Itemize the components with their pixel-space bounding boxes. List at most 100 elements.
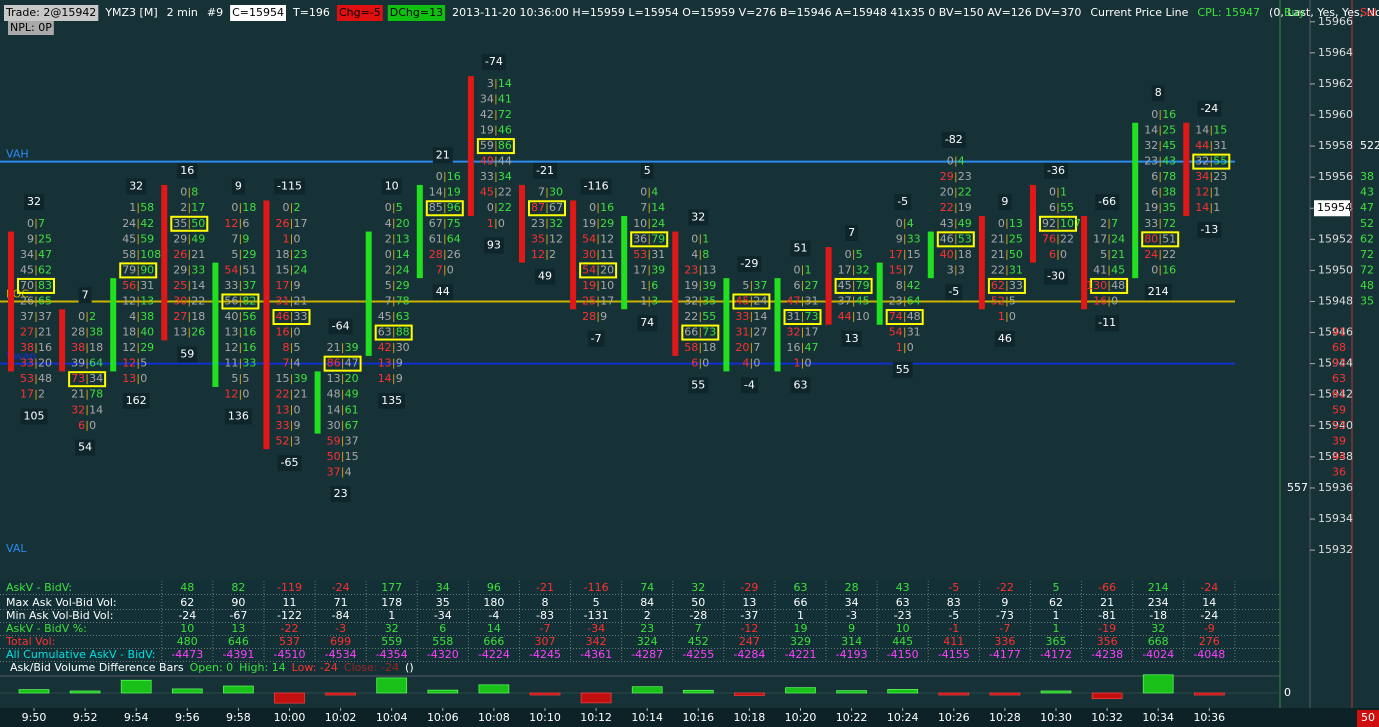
- bid-volume: 19: [582, 217, 596, 230]
- candle: [8, 231, 14, 372]
- ask-volume: 72: [1162, 217, 1176, 230]
- delta-label-bg: [78, 287, 92, 304]
- bid-volume: 32: [1144, 139, 1158, 152]
- bid-volume: 16: [276, 326, 290, 339]
- ask-volume: 53: [958, 232, 972, 245]
- delta-label-bg: [941, 131, 966, 148]
- ask-volume: 31: [1009, 263, 1023, 276]
- table-value: 2: [644, 609, 651, 622]
- max-volume-box: [1090, 277, 1129, 294]
- table-value: -23: [894, 609, 912, 622]
- delta-label: 93: [487, 239, 501, 252]
- ask-volume: 8: [702, 248, 709, 261]
- delta-label-bg: [1044, 268, 1068, 285]
- bid-volume: 33: [735, 310, 749, 323]
- bid-volume: 45: [735, 294, 749, 307]
- candle: [723, 278, 730, 372]
- bid-volume: 0: [283, 201, 290, 214]
- y-tick-label: 15938: [1318, 450, 1353, 463]
- bid-volume: 5: [385, 279, 392, 292]
- side-volume: 68: [1332, 341, 1346, 354]
- ask-volume: 73: [702, 326, 716, 339]
- delta-label-bg: [892, 361, 913, 378]
- table-value: 342: [586, 635, 607, 648]
- ask-volume: 41: [498, 92, 512, 105]
- bid-volume: 49: [480, 155, 494, 168]
- table-value: 34: [845, 596, 859, 609]
- header-text: 2013-11-20 10:36:00 H=15959 L=15954 O=15…: [452, 6, 1081, 19]
- bid-volume: 28: [582, 310, 596, 323]
- ask-volume: 23: [294, 248, 308, 261]
- bid-volume: 0: [27, 217, 34, 230]
- table-value: 63: [794, 581, 808, 594]
- bid-volume: 5: [742, 279, 749, 292]
- ask-volume: 21: [38, 326, 52, 339]
- bid-volume: 30: [173, 294, 187, 307]
- ask-volume: 39: [702, 279, 716, 292]
- delta-label-bg: [177, 162, 198, 179]
- diff-bar: [274, 692, 305, 704]
- table-value: 178: [381, 596, 402, 609]
- bid-volume: 7: [283, 357, 290, 370]
- bid-volume: 23: [889, 294, 903, 307]
- candle: [416, 184, 423, 279]
- table-value: -4534: [325, 648, 357, 661]
- bid-volume: 37: [327, 465, 341, 478]
- bid-volume: 25: [173, 279, 187, 292]
- table-value: -3: [335, 622, 346, 635]
- indicator-stat: Close: -24: [344, 661, 399, 674]
- diff-bar: [171, 688, 203, 694]
- candle: [519, 184, 525, 263]
- table-value: 96: [487, 581, 501, 594]
- side-volume: 36: [1332, 465, 1346, 478]
- ask-volume: 0: [140, 372, 147, 385]
- delta-label: -7: [591, 332, 602, 345]
- candle: [570, 200, 577, 310]
- ask-volume: 21: [294, 294, 308, 307]
- ask-volume: 73: [805, 310, 819, 323]
- bid-volume: 22: [940, 201, 954, 214]
- delta-label: -65: [281, 456, 299, 469]
- bid-volume: 37: [838, 294, 852, 307]
- delta-label: 5: [644, 164, 651, 177]
- bid-volume: 1: [283, 232, 290, 245]
- ask-volume: 19: [958, 201, 972, 214]
- bid-volume: 0: [998, 217, 1005, 230]
- x-tick-label: 10:08: [478, 711, 510, 724]
- bid-volume: 36: [633, 232, 647, 245]
- ask-volume: 24: [753, 294, 767, 307]
- ask-volume: 29: [396, 279, 410, 292]
- x-tick-label: 9:50: [22, 711, 47, 724]
- max-volume-box: [119, 262, 158, 279]
- delta-label: -74: [485, 55, 503, 68]
- delta-label: -30: [1047, 270, 1065, 283]
- bid-volume: 21: [991, 232, 1005, 245]
- bid-volume: 44: [838, 310, 852, 323]
- delta-label: 21: [436, 148, 450, 161]
- ask-volume: 58: [140, 201, 154, 214]
- max-volume-box: [272, 309, 311, 326]
- candle: [774, 278, 781, 372]
- delta-label-bg: [20, 408, 48, 425]
- bid-volume: 27: [173, 310, 187, 323]
- bid-volume: 17: [889, 248, 903, 261]
- bid-volume: 28: [429, 248, 443, 261]
- diff-bar: [69, 690, 101, 694]
- ask-volume: 67: [549, 201, 563, 214]
- ask-volume: 14: [89, 403, 103, 416]
- delta-label-bg: [122, 392, 150, 409]
- delta-label: 49: [538, 270, 552, 283]
- ask-volume: 34: [89, 372, 103, 385]
- bid-volume: 0: [385, 201, 392, 214]
- ask-volume: 14: [651, 201, 665, 214]
- ask-volume: 17: [191, 201, 205, 214]
- max-volume-box: [834, 277, 873, 294]
- ask-volume: 0: [89, 419, 96, 432]
- table-value: 336: [994, 635, 1015, 648]
- bid-volume: 54: [224, 263, 238, 276]
- bid-volume: 0: [385, 248, 392, 261]
- delta-label: 51: [794, 242, 808, 255]
- side-volume: 62: [1360, 232, 1374, 245]
- table-value: 82: [231, 581, 245, 594]
- ask-volume: 55: [1213, 155, 1227, 168]
